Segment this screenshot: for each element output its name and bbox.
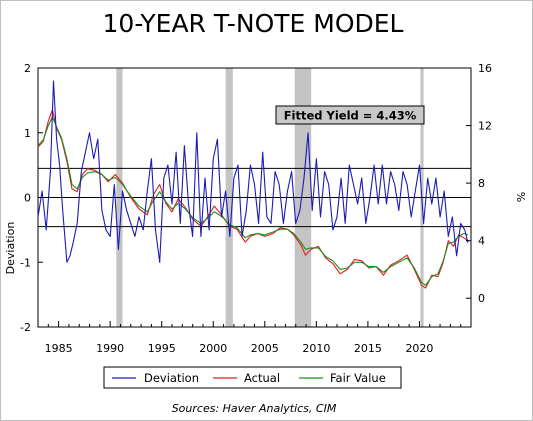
left-axis-tick-label-1: 1 [24, 127, 31, 140]
legend-label-fair-value: Fair Value [330, 371, 386, 385]
series-line-actual [37, 109, 469, 289]
right-axis-tick-label-3: 4 [478, 235, 485, 248]
right-axis-tick-label-1: 12 [478, 120, 492, 133]
x-axis-tick-label-1: 1990 [96, 342, 124, 355]
left-axis-tick-label-0: 2 [24, 62, 31, 75]
chart-title: 10-YEAR T-NOTE MODEL [103, 9, 404, 38]
x-axis-tick-label-3: 2000 [199, 342, 227, 355]
right-axis-label: % [514, 192, 527, 202]
axis-ticks: 2 1 0 -1 -2 16 12 8 4 0 1985 1990 1995 2000 2005 2010 20… [20, 62, 492, 355]
x-axis-tick-label-0: 1985 [45, 342, 73, 355]
series-line-deviation [37, 80, 469, 263]
x-axis-tick-label-4: 2005 [251, 342, 279, 355]
left-axis-label: Deviation [4, 222, 17, 275]
annotation-box: Fitted Yield = 4.43% [275, 105, 425, 125]
x-axis-tick-label-2: 1995 [148, 342, 176, 355]
legend: Deviation Actual Fair Value [103, 366, 402, 389]
legend-box [103, 366, 402, 389]
left-axis-tick-label-3: -1 [20, 256, 31, 269]
source-note: Sources: Haver Analytics, CIM [172, 402, 337, 415]
x-axis-tick-label-6: 2015 [354, 342, 382, 355]
x-axis-tick-label-5: 2010 [302, 342, 330, 355]
series-lines [37, 80, 469, 289]
legend-label-deviation: Deviation [144, 371, 199, 385]
fitted-yield-annotation: Fitted Yield = 4.43% [284, 109, 417, 123]
right-axis-tick-label-4: 0 [478, 292, 485, 305]
series-line-fair-value [37, 116, 469, 286]
reference-lines [38, 167, 471, 228]
legend-label-actual: Actual [244, 371, 280, 385]
right-axis-tick-label-2: 8 [478, 177, 485, 190]
x-axis-tick-label-7: 2020 [405, 342, 433, 355]
right-axis-tick-label-0: 16 [478, 62, 492, 75]
left-axis-tick-label-4: -2 [20, 321, 31, 334]
left-axis-tick-label-2: 0 [24, 192, 31, 205]
